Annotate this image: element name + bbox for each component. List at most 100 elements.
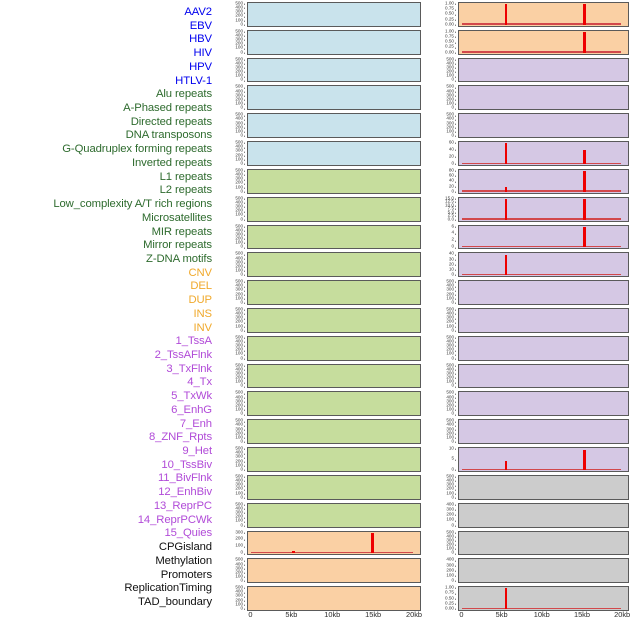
y-tick-label: 0 bbox=[451, 355, 456, 361]
y-tick-label: 200 bbox=[446, 402, 456, 408]
y-tick-label: 500 bbox=[235, 0, 245, 6]
y-tick-label: 500 bbox=[446, 529, 456, 535]
track-label: CNV bbox=[188, 266, 212, 279]
track-plot-area bbox=[248, 365, 420, 388]
y-tick-label: 0 bbox=[240, 160, 245, 166]
y-tick-label: 200 bbox=[235, 536, 245, 542]
x-tick-label: 15kb bbox=[573, 610, 590, 619]
track-label: 9_Het bbox=[182, 445, 212, 458]
y-tick-label: 0 bbox=[451, 577, 456, 583]
y-tick-label: 100 bbox=[446, 434, 456, 440]
y-tick-label: 200 bbox=[446, 511, 456, 517]
track-plot bbox=[247, 224, 421, 250]
track-plot-area bbox=[459, 365, 628, 388]
track-plot-area bbox=[248, 559, 420, 582]
y-axis-ticks: 15.0 12.5 10.0 7.5 5.0 2.5 0.0 bbox=[430, 195, 457, 222]
y-tick-label: 400 bbox=[446, 422, 456, 428]
track-label: Z-DNA motifs bbox=[146, 252, 212, 265]
track-plot bbox=[247, 335, 421, 361]
track-plot bbox=[247, 85, 421, 111]
y-tick-label: 500 bbox=[446, 56, 456, 62]
y-tick-label: 15.0 bbox=[445, 195, 456, 201]
y-tick-label: 100 bbox=[235, 128, 245, 134]
track-plot bbox=[458, 168, 629, 194]
track-plot-area bbox=[248, 504, 420, 527]
track-label: 6_EnhG bbox=[171, 403, 212, 416]
track-label: HTLV-1 bbox=[175, 74, 212, 87]
track-plot bbox=[458, 113, 629, 139]
y-axis-ticks: 500 400 300 200 100 0 bbox=[219, 585, 245, 611]
track-plot bbox=[458, 530, 629, 556]
track-label: DEL bbox=[190, 280, 212, 293]
y-tick-label: 400 bbox=[446, 557, 456, 563]
y-tick-label: 500 bbox=[235, 473, 245, 479]
y-tick-label: 200 bbox=[235, 569, 245, 575]
track-label: HBV bbox=[189, 33, 212, 46]
y-tick-label: 400 bbox=[235, 366, 245, 372]
histogram-baseline bbox=[462, 23, 622, 25]
track-plot bbox=[247, 252, 421, 278]
track-plot-area bbox=[248, 59, 420, 82]
y-tick-label: 0 bbox=[240, 494, 245, 500]
track-plot bbox=[458, 363, 629, 389]
y-tick-label: 1.00 bbox=[445, 584, 456, 590]
y-tick-label: 100 bbox=[446, 517, 456, 523]
y-axis-ticks: 500 400 300 200 100 0 bbox=[219, 111, 245, 138]
y-tick-label: 500 bbox=[235, 557, 245, 563]
y-tick-label: 400 bbox=[446, 116, 456, 122]
track-label: Promoters bbox=[160, 568, 212, 581]
track-plot-area bbox=[459, 337, 628, 360]
track-label: Mirror repeats bbox=[143, 239, 212, 252]
y-tick-label: 0.00 bbox=[445, 605, 456, 611]
y-tick-label: 400 bbox=[446, 501, 456, 507]
y-tick-label: 500 bbox=[235, 334, 245, 340]
track-plot-area bbox=[248, 31, 420, 54]
y-tick-label: 400 bbox=[446, 366, 456, 372]
y-tick-label: 200 bbox=[235, 180, 245, 186]
y-tick-label: 100 bbox=[446, 128, 456, 134]
y-axis-ticks: 1.00 0.75 0.50 0.25 0.00 bbox=[430, 584, 456, 611]
track-plot bbox=[247, 502, 421, 528]
y-tick-label: 500 bbox=[235, 111, 245, 117]
track-plot bbox=[247, 141, 421, 166]
track-plot bbox=[247, 196, 421, 222]
track-plot bbox=[247, 363, 421, 389]
y-tick-label: 500 bbox=[235, 445, 245, 451]
y-tick-label: 100 bbox=[446, 545, 456, 551]
y-tick-label: 200 bbox=[235, 513, 245, 519]
y-axis-ticks: 400 300 200 100 0 bbox=[430, 501, 456, 528]
track-plot bbox=[247, 280, 421, 305]
y-tick-label: 300 bbox=[235, 481, 245, 487]
y-tick-label: 200 bbox=[235, 13, 245, 19]
y-tick-label: 0 bbox=[451, 271, 456, 277]
y-axis-ticks: 500 400 300 200 100 0 bbox=[219, 445, 245, 472]
y-axis-ticks: 500 400 300 200 100 0 bbox=[430, 529, 456, 556]
track-plot bbox=[458, 558, 629, 584]
track-plot-area bbox=[459, 226, 628, 249]
y-tick-label: 100 bbox=[446, 572, 456, 578]
track-plot-area bbox=[248, 114, 420, 137]
y-tick-label: 500 bbox=[446, 334, 456, 340]
track-plot bbox=[247, 558, 421, 584]
y-axis-ticks: 80 60 40 20 0 bbox=[430, 168, 457, 194]
track-label: 14_ReprPCWk bbox=[137, 513, 212, 526]
y-tick-label: 300 bbox=[446, 506, 456, 512]
y-tick-label: 300 bbox=[235, 259, 245, 265]
y-tick-label: 500 bbox=[446, 473, 456, 479]
histogram-baseline bbox=[462, 190, 622, 192]
track-plot-area bbox=[248, 448, 420, 471]
histogram-bar bbox=[504, 588, 508, 609]
y-tick-label: 300 bbox=[235, 9, 245, 15]
y-tick-label: 0 bbox=[240, 104, 245, 110]
y-tick-label: 100 bbox=[235, 17, 245, 23]
track-label: 15_Quies bbox=[164, 527, 212, 540]
track-plot-area bbox=[248, 309, 420, 332]
y-tick-label: 200 bbox=[235, 207, 245, 213]
track-label: 13_ReprPC bbox=[153, 499, 212, 512]
y-tick-label: 500 bbox=[446, 417, 456, 423]
histogram-bar bbox=[583, 4, 586, 25]
track-plot-area bbox=[248, 392, 420, 415]
y-tick-label: 0.75 bbox=[445, 590, 456, 596]
track-label: Directed repeats bbox=[130, 115, 212, 128]
